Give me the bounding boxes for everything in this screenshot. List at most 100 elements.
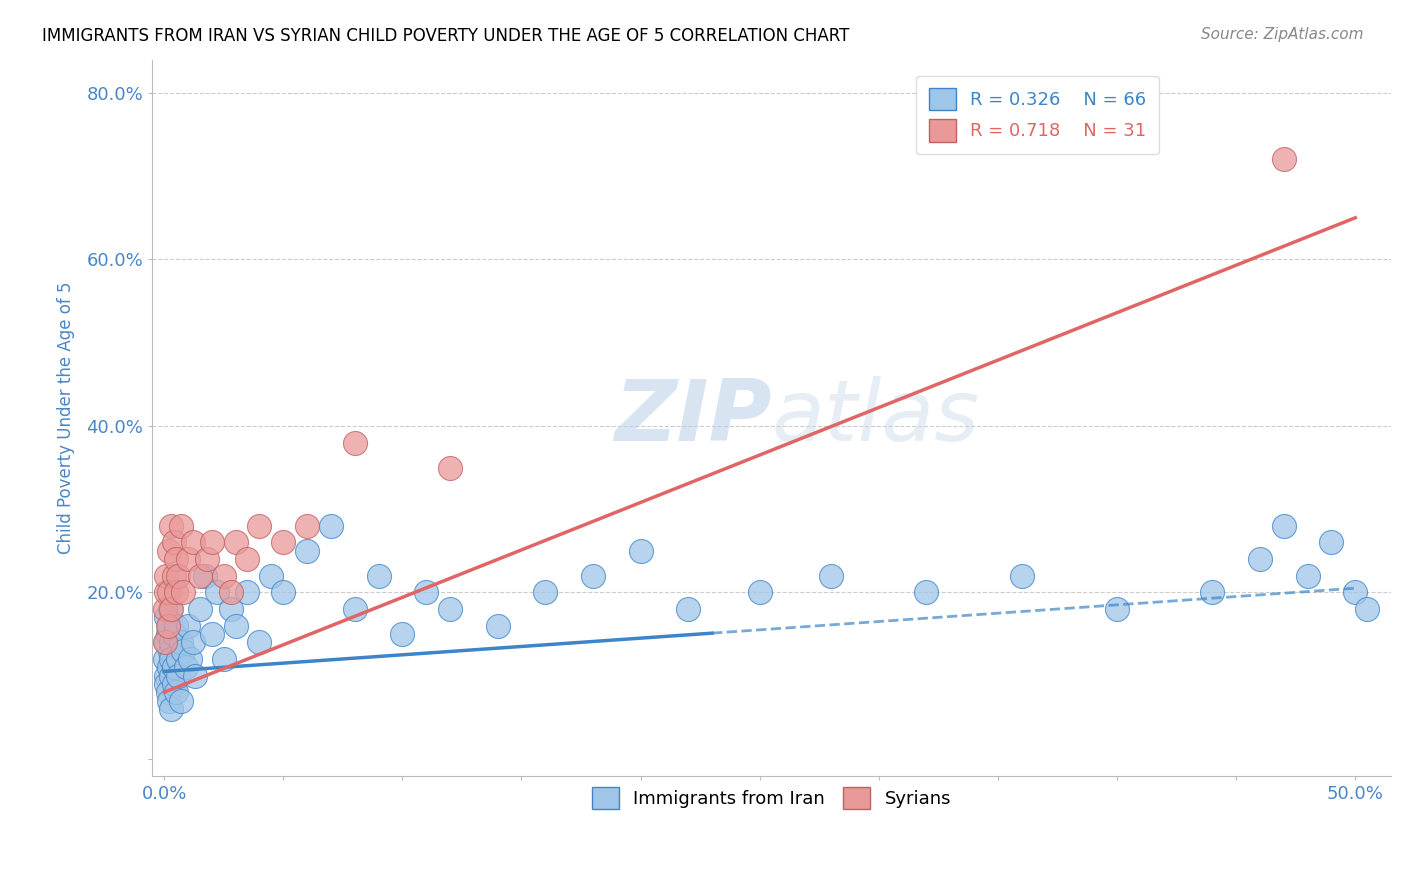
Point [676,602,699,616]
Point [295,518,318,533]
Point [247,518,270,533]
Point [915,585,938,599]
Point [156,627,179,641]
Point [205,585,228,599]
Point [162,677,184,691]
Point [225,618,247,632]
Point [247,635,270,649]
Point [201,535,224,549]
Text: atlas: atlas [772,376,980,459]
Point [155,585,177,599]
Point [225,535,247,549]
Point [188,602,211,616]
Point [162,568,184,582]
Point [179,652,201,666]
Point [160,668,183,682]
Point [167,668,190,682]
Point [236,585,259,599]
Point [1272,518,1295,533]
Point [1105,602,1128,616]
Point [439,460,461,475]
Point [630,543,652,558]
Point [159,643,181,657]
Point [188,568,211,582]
Y-axis label: Child Poverty Under the Age of 5: Child Poverty Under the Age of 5 [58,281,75,554]
Point [367,568,389,582]
Point [415,585,437,599]
Point [172,643,194,657]
Point [162,535,184,549]
Point [157,618,180,632]
Point [534,585,557,599]
Point [170,518,193,533]
Point [582,568,605,582]
Point [162,627,184,641]
Point [156,685,179,699]
Point [155,635,177,649]
Point [165,618,187,632]
Point [157,660,180,674]
Point [820,568,842,582]
Point [160,518,183,533]
Point [165,685,187,699]
Point [159,602,181,616]
Point [295,543,318,558]
Point [155,668,177,682]
Point [181,635,204,649]
Point [184,668,207,682]
Point [155,568,177,582]
Point [1355,602,1378,616]
Text: ZIP: ZIP [614,376,772,459]
Point [1249,552,1271,566]
Point [165,552,187,566]
Point [160,635,183,649]
Point [219,602,242,616]
Point [167,568,190,582]
Point [155,652,177,666]
Point [1272,153,1295,167]
Point [177,618,200,632]
Point [194,568,217,582]
Point [170,635,193,649]
Point [1201,585,1223,599]
Point [219,585,242,599]
Point [155,635,177,649]
Point [1011,568,1033,582]
Point [155,610,177,624]
Point [236,552,259,566]
Point [174,660,197,674]
Point [165,585,187,599]
Point [195,552,218,566]
Point [319,518,342,533]
Point [271,585,294,599]
Point [486,618,509,632]
Point [167,652,190,666]
Text: Source: ZipAtlas.com: Source: ZipAtlas.com [1201,27,1364,42]
Point [1344,585,1367,599]
Point [439,602,461,616]
Point [160,602,183,616]
Text: IMMIGRANTS FROM IRAN VS SYRIAN CHILD POVERTY UNDER THE AGE OF 5 CORRELATION CHAR: IMMIGRANTS FROM IRAN VS SYRIAN CHILD POV… [42,27,849,45]
Point [343,435,366,450]
Point [155,677,177,691]
Point [391,627,413,641]
Point [201,627,224,641]
Point [181,535,204,549]
Point [162,660,184,674]
Point [260,568,283,582]
Point [748,585,770,599]
Point [343,602,366,616]
Point [153,602,176,616]
Point [160,652,183,666]
Point [1296,568,1319,582]
Point [160,702,183,716]
Point [1320,535,1343,549]
Point [157,543,180,558]
Point [271,535,294,549]
Point [157,693,180,707]
Point [172,585,194,599]
Point [212,652,235,666]
Point [157,585,180,599]
Point [212,568,235,582]
Point [170,693,193,707]
